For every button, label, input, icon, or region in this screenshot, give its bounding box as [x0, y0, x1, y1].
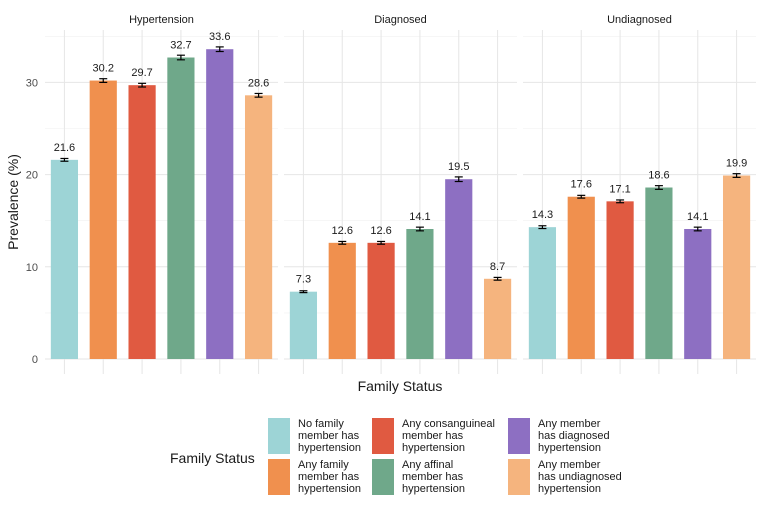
- legend-label-line: hypertension: [298, 483, 361, 495]
- panel-background: [284, 30, 517, 374]
- legend-label-line: hypertension: [402, 442, 465, 454]
- legend-label: Any family member has hypertension: [298, 459, 406, 495]
- data-label: 18.6: [648, 170, 669, 182]
- bar: [567, 196, 595, 359]
- bar: [483, 278, 512, 359]
- legend-label-line: hypertension: [538, 442, 601, 454]
- legend-label-line: member has: [402, 471, 464, 483]
- bar: [328, 242, 356, 359]
- legend-title: Family Status: [170, 450, 255, 466]
- y-tick-label: 30: [26, 77, 38, 89]
- data-label: 14.3: [532, 209, 553, 221]
- data-label: 19.9: [726, 158, 747, 170]
- panel-title: Hypertension: [129, 14, 194, 26]
- legend-label: Any member has undiagnosed hypertension: [538, 459, 646, 495]
- legend-swatch: [372, 459, 394, 495]
- legend-swatch: [268, 459, 290, 495]
- legend-swatch: [372, 418, 394, 454]
- bar: [128, 85, 156, 359]
- legend-swatch: [508, 459, 530, 495]
- bar: [289, 291, 318, 359]
- y-tick-label: 10: [26, 262, 38, 274]
- bar: [684, 228, 712, 359]
- bar: [445, 179, 473, 359]
- data-label: 21.6: [54, 142, 75, 154]
- bar: [606, 201, 634, 359]
- legend-label-line: hypertension: [538, 483, 601, 495]
- bar: [206, 49, 234, 359]
- data-label: 29.7: [131, 67, 152, 79]
- legend-label-line: member has: [298, 430, 360, 442]
- legend-label-line: member has: [298, 471, 360, 483]
- legend-label-line: hypertension: [402, 483, 465, 495]
- data-label: 17.6: [571, 179, 592, 191]
- legend-label-line: has undiagnosed: [538, 471, 622, 483]
- data-label: 19.5: [448, 161, 469, 173]
- bar: [367, 242, 395, 359]
- bar: [528, 227, 557, 359]
- data-label: 28.6: [248, 77, 269, 89]
- legend-label-line: hypertension: [298, 442, 361, 454]
- legend: Family Status No family member has hyperte…: [170, 418, 670, 508]
- bar: [645, 187, 673, 359]
- data-label: 8.7: [490, 261, 505, 273]
- bar: [167, 57, 195, 359]
- panel-background: [45, 30, 278, 374]
- bar: [406, 228, 434, 359]
- legend-swatch: [268, 418, 290, 454]
- data-label: 14.1: [687, 211, 708, 223]
- legend-item: Any family member has hypertension: [268, 459, 408, 499]
- data-label: 12.6: [332, 225, 353, 237]
- legend-label-line: Any family: [298, 459, 349, 471]
- legend-label: No family member has hypertension: [298, 418, 406, 454]
- y-axis-title: Prevalence (%): [5, 154, 21, 250]
- panel-title: Undiagnosed: [607, 14, 672, 26]
- legend-label-line: Any member: [538, 459, 601, 471]
- data-label: 7.3: [296, 274, 311, 286]
- x-axis-title: Family Status: [358, 378, 443, 394]
- legend-item: Any consanguineal member has hypertension: [372, 418, 512, 458]
- legend-item: Any member has undiagnosed hypertension: [508, 459, 648, 499]
- bar: [89, 80, 117, 359]
- legend-swatch: [508, 418, 530, 454]
- data-label: 32.7: [170, 40, 191, 52]
- legend-label-line: member has: [402, 430, 464, 442]
- y-tick-label: 0: [32, 354, 38, 366]
- data-label: 12.6: [370, 225, 391, 237]
- bar: [244, 95, 273, 360]
- data-label: 14.1: [409, 211, 430, 223]
- panel-background: [523, 30, 756, 374]
- legend-item: No family member has hypertension: [268, 418, 408, 458]
- legend-label-line: Any affinal: [402, 459, 454, 471]
- legend-item: Any affinal member has hypertension: [372, 459, 512, 499]
- data-label: 33.6: [209, 31, 230, 43]
- data-label: 17.1: [609, 183, 630, 195]
- panel-title: Diagnosed: [374, 14, 427, 26]
- legend-label-line: No family: [298, 418, 344, 430]
- legend-label: Any affinal member has hypertension: [402, 459, 510, 495]
- bar: [50, 159, 79, 359]
- legend-item: Any member has diagnosed hypertension: [508, 418, 648, 458]
- y-tick-label: 20: [26, 170, 38, 182]
- legend-label: Any member has diagnosed hypertension: [538, 418, 646, 454]
- data-label: 30.2: [93, 63, 114, 75]
- legend-label-line: Any member: [538, 418, 601, 430]
- bar: [722, 175, 751, 359]
- legend-label-line: Any consanguineal: [402, 418, 495, 430]
- legend-label-line: has diagnosed: [538, 430, 610, 442]
- legend-label: Any consanguineal member has hypertension: [402, 418, 510, 454]
